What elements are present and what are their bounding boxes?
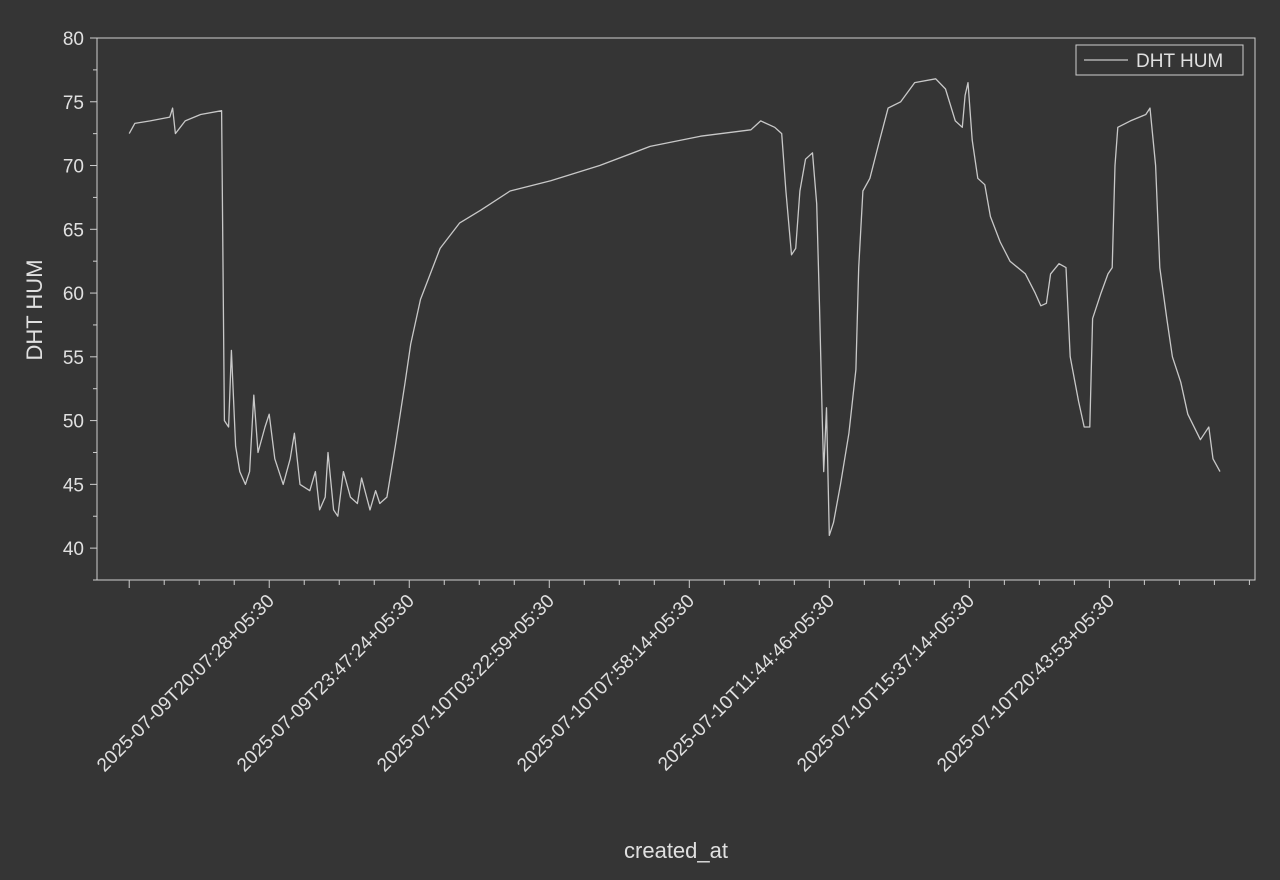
y-axis-label: DHT HUM [22, 259, 47, 360]
plot-frame [96, 37, 1256, 581]
y-tick-label: 75 [63, 93, 84, 114]
legend-box [1075, 44, 1244, 76]
y-tick-label: 65 [63, 220, 84, 241]
y-tick-label: 60 [63, 284, 84, 305]
y-tick-label: 80 [63, 29, 84, 50]
y-tick-label: 70 [63, 157, 84, 178]
data-line [128, 78, 1221, 537]
y-tick-label: 50 [63, 412, 84, 433]
y-tick-label: 45 [63, 475, 84, 496]
legend-label: DHT HUM [1136, 51, 1223, 72]
y-tick-label: 55 [63, 348, 84, 369]
y-tick-label: 40 [63, 539, 84, 560]
x-axis-label: created_at [624, 838, 728, 863]
